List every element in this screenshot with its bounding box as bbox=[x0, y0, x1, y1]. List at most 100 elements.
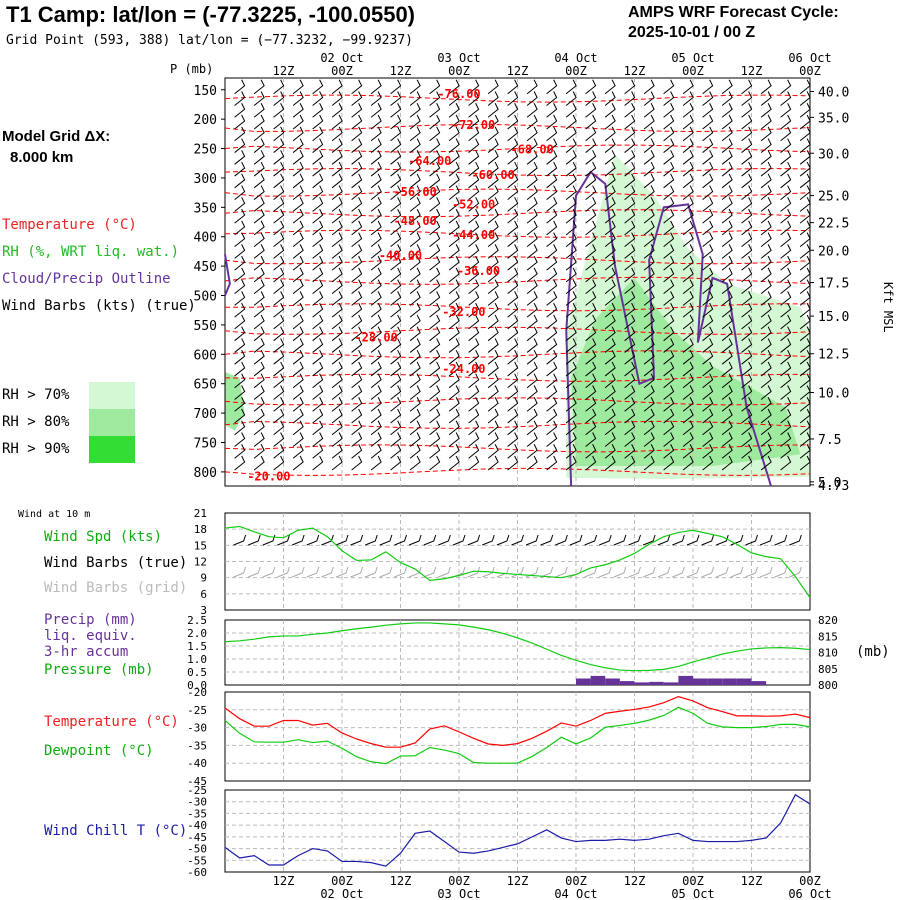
wind-10m-barb bbox=[467, 534, 481, 546]
wind-barb bbox=[370, 338, 382, 353]
wind-barb bbox=[448, 302, 460, 318]
wind-barb bbox=[604, 291, 616, 306]
wind-barb bbox=[234, 279, 246, 295]
precip-bar bbox=[751, 681, 767, 685]
wind-barb bbox=[702, 161, 714, 177]
wind-barb bbox=[721, 232, 733, 248]
wind-barb bbox=[409, 373, 421, 389]
wind-barb bbox=[448, 349, 460, 365]
wind-10m-barb bbox=[306, 534, 320, 546]
wind-barb bbox=[741, 302, 753, 318]
wind-barb bbox=[448, 91, 460, 106]
wind-barb bbox=[565, 232, 577, 248]
wind-barb bbox=[760, 338, 772, 353]
wind-barb bbox=[429, 349, 441, 365]
wind-barb bbox=[760, 420, 772, 436]
temp-panel-tick-label: -20 bbox=[187, 686, 207, 699]
temperature-label: -48.00 bbox=[393, 214, 436, 228]
wind-barb bbox=[234, 161, 246, 177]
wind-barb bbox=[234, 197, 246, 212]
wind-barb bbox=[702, 79, 714, 95]
temp-panel-tick-label: -35 bbox=[187, 739, 207, 752]
wind-barb bbox=[624, 338, 636, 353]
wind-barb bbox=[624, 103, 636, 118]
top-date-label: 06 Oct bbox=[788, 51, 831, 65]
wind-barb bbox=[429, 103, 441, 118]
wind-barb bbox=[487, 161, 499, 177]
wind-barb bbox=[682, 244, 694, 259]
bottom-hour-label: 00Z bbox=[799, 874, 821, 888]
wind-barb bbox=[780, 326, 792, 342]
wind-barb bbox=[292, 302, 304, 318]
wind-barb bbox=[526, 220, 538, 236]
wind-barb bbox=[351, 302, 363, 318]
top-hour-label: 12Z bbox=[390, 64, 412, 78]
wind-barb bbox=[312, 444, 324, 459]
wind-barb bbox=[487, 220, 499, 236]
wind-barb bbox=[390, 396, 402, 412]
wind-barb bbox=[682, 161, 694, 177]
wind-barb bbox=[624, 126, 636, 142]
wind-barb bbox=[292, 361, 304, 377]
wind-panel-tick-label: 21 bbox=[194, 507, 207, 520]
wind-barb bbox=[468, 267, 480, 283]
wind-barb bbox=[390, 150, 402, 165]
wind-barb bbox=[331, 267, 343, 283]
wind-barb bbox=[487, 408, 499, 424]
wind-barb bbox=[565, 208, 577, 224]
wind-barb bbox=[370, 244, 382, 259]
wind-barb bbox=[273, 244, 285, 259]
pressure-right-tick: 800 bbox=[818, 679, 838, 692]
precip-panel-tick-label: 2.0 bbox=[187, 627, 207, 640]
wind-barb bbox=[682, 220, 694, 236]
wind-10m-grid-barb bbox=[716, 566, 729, 578]
wind-barb bbox=[273, 349, 285, 365]
bottom-date-label: 02 Oct bbox=[320, 887, 363, 900]
wind-barb bbox=[351, 408, 363, 424]
wind-barb bbox=[312, 126, 324, 142]
temperature-label: -68.00 bbox=[510, 143, 553, 157]
wind-barb bbox=[585, 373, 597, 389]
wind-barb bbox=[331, 185, 343, 200]
wind-barb bbox=[663, 244, 675, 259]
wind-barb bbox=[780, 161, 792, 177]
wind-barb bbox=[585, 455, 597, 471]
wind-barb bbox=[234, 314, 246, 330]
wind-barb bbox=[721, 385, 733, 400]
wind-barb bbox=[780, 420, 792, 436]
wind-barb bbox=[468, 232, 480, 248]
wind-barb bbox=[526, 185, 538, 200]
wind-barb bbox=[429, 185, 441, 200]
wind-barb bbox=[273, 338, 285, 353]
wind-barb bbox=[663, 79, 675, 95]
wind-barb bbox=[370, 373, 382, 389]
wind-10m-grid-barb bbox=[248, 566, 261, 578]
wind-barb bbox=[429, 420, 441, 436]
wind-barb bbox=[741, 279, 753, 295]
wind-barb bbox=[292, 114, 304, 130]
wind-barb bbox=[702, 361, 714, 377]
legend-rh90: RH > 90% bbox=[2, 441, 70, 457]
wind-barb bbox=[312, 267, 324, 283]
wind-barb bbox=[273, 150, 285, 165]
wind-barb bbox=[585, 385, 597, 400]
wind-barb bbox=[448, 220, 460, 236]
wind-barb bbox=[351, 291, 363, 306]
wind-barb bbox=[526, 103, 538, 118]
wind-barb bbox=[799, 291, 811, 306]
wind-barb bbox=[546, 408, 558, 424]
wind-barb bbox=[702, 208, 714, 224]
wind-barb bbox=[780, 302, 792, 318]
wind-barb bbox=[331, 138, 343, 153]
wind-barb bbox=[292, 455, 304, 471]
wind-barb bbox=[526, 455, 538, 471]
wind-barb bbox=[526, 326, 538, 342]
wind-barb bbox=[468, 126, 480, 142]
wind-barb bbox=[312, 396, 324, 412]
top-date-label: 04 Oct bbox=[554, 51, 597, 65]
wind-barb bbox=[292, 432, 304, 447]
wind-barb bbox=[799, 208, 811, 224]
wind-barb bbox=[702, 232, 714, 248]
top-hour-label: 00Z bbox=[799, 64, 821, 78]
wind-barb bbox=[507, 91, 519, 106]
